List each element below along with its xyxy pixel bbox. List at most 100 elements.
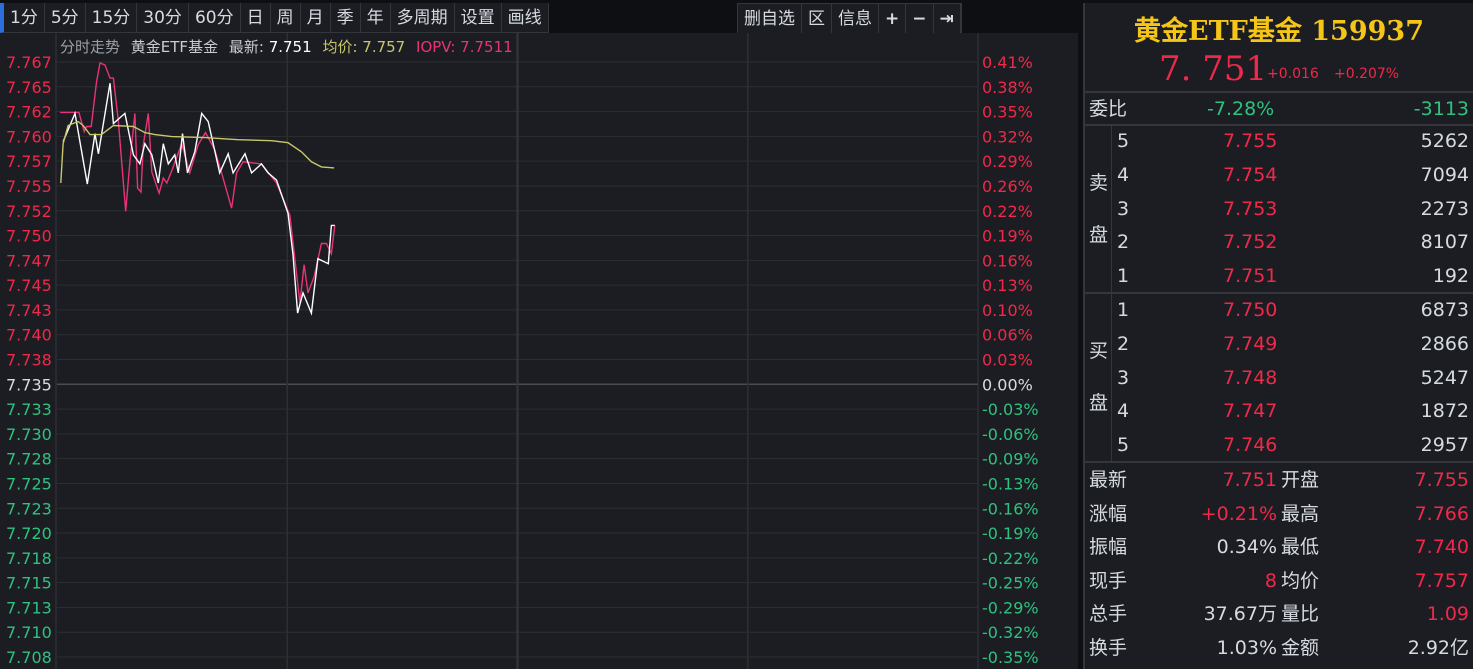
left-tick-label: 7.710 [6,623,52,642]
quote-title: 黄金ETF基金 159937 [1134,16,1424,47]
right-tick-label: 0.26% [982,177,1033,196]
period-tab[interactable]: 1分 [0,3,45,33]
right-tick-label: 0.22% [982,202,1033,221]
left-tick-label: 7.715 [6,574,52,593]
left-tick-label: 7.718 [6,549,52,568]
intraday-chart[interactable]: 7.767 0.41% 7.765 0.38% 7.762 0.35% 7.760 0.32%… [0,33,1078,669]
left-tick-label: 7.725 [6,474,52,493]
period-tab[interactable]: 画线 [501,3,549,33]
left-tick-label: 7.740 [6,326,52,345]
stat-value: 7.755 [1414,469,1469,491]
info-button[interactable]: 信息 [832,4,879,34]
iopv-label: IOPV: [416,38,456,56]
period-tab[interactable]: 30分 [137,3,189,33]
sell-label: 卖盘 [1089,172,1109,246]
price: 7.754 [1223,163,1278,186]
bid-row[interactable]: 5 7.746 2957 [1085,428,1473,462]
bid-row[interactable]: 1 7.750 6873 [1085,293,1473,327]
volume: 8107 [1420,231,1469,254]
right-tick-label: 0.16% [982,251,1033,270]
ask-row[interactable]: 1 7.751 192 [1085,259,1473,293]
right-tick-label: -0.06% [982,425,1039,444]
ask-row[interactable]: 4 7.754 7094 [1085,158,1473,192]
bid-row[interactable]: 2 7.749 2866 [1085,327,1473,361]
period-tab[interactable]: 5分 [44,3,86,33]
stat-value: 1.09 [1426,603,1469,626]
left-tick-label: 7.757 [6,152,52,171]
right-tick-label: 0.38% [982,78,1033,97]
avg-label: 均价: [322,38,358,56]
stat-value: 2.92亿 [1407,637,1469,659]
bid-row[interactable]: 3 7.748 5247 [1085,361,1473,395]
left-tick-label: 7.708 [6,648,52,667]
period-tab[interactable]: 年 [360,3,391,33]
level: 4 [1117,400,1130,423]
level: 5 [1117,434,1130,457]
stat-row: 总手 37.67万 量比 1.09 [1085,597,1473,631]
stat-value: 7.751 [1222,469,1277,491]
price-change-pct: +0.207% [1334,66,1400,82]
period-tab[interactable]: 周 [270,3,301,33]
security-name: 黄金ETF基金 [130,38,219,56]
zoom-out-button[interactable]: − [906,4,934,34]
right-tick-label: -0.13% [982,474,1039,493]
period-tab[interactable]: 多周期 [390,3,455,33]
left-tick-label: 7.735 [6,375,52,394]
right-tick-label: -0.29% [982,598,1039,617]
period-tab[interactable]: 60分 [188,3,241,33]
range-button[interactable]: 区 [802,4,832,34]
stat-label: 涨幅 [1089,502,1128,525]
quote-panel: 黄金ETF基金 159937 7. 751 +0.016 +0.207% 委比 … [1083,3,1473,669]
ask-row[interactable]: 2 7.752 8107 [1085,225,1473,259]
price: 7.749 [1223,332,1278,355]
price: 7.752 [1223,231,1278,254]
left-tick-label: 7.752 [6,202,52,221]
level: 5 [1117,130,1130,152]
stat-label: 总手 [1089,603,1128,626]
stat-row: 现手 8 均价 7.757 [1085,564,1473,598]
zoom-in-button[interactable]: + [879,4,907,34]
series-line-均价 [60,120,335,184]
stat-value: 0.34% [1216,536,1277,559]
period-tab[interactable]: 15分 [85,3,138,33]
stat-value: 7.757 [1414,569,1469,592]
period-tab[interactable]: 日 [240,3,271,33]
right-tick-label: 0.00% [982,375,1033,394]
ask-row[interactable]: 5 7.755 5262 [1085,124,1473,158]
left-tick-label: 7.760 [6,127,52,146]
right-tick-label: 0.41% [982,53,1033,72]
stat-value: 37.67万 [1203,603,1277,626]
right-tick-label: 0.35% [982,103,1033,122]
volume: 6873 [1420,299,1469,321]
period-tab[interactable]: 设置 [454,3,502,33]
volume: 192 [1432,265,1469,288]
price: 7.747 [1223,400,1278,423]
left-tick-label: 7.730 [6,425,52,444]
iopv-value: 7.7511 [460,38,513,56]
volume: 1872 [1420,400,1469,423]
ratio-diff: -3113 [1413,98,1469,120]
left-tick-label: 7.750 [6,227,52,246]
bid-row[interactable]: 4 7.747 1872 [1085,394,1473,428]
volume: 5247 [1420,366,1469,389]
ask-row[interactable]: 3 7.753 2273 [1085,192,1473,226]
left-tick-label: 7.747 [6,251,52,270]
ratio-label: 委比 [1089,98,1128,120]
jump-end-button[interactable]: ⇥ [933,4,961,34]
price: 7.750 [1223,299,1278,321]
price: 7.755 [1223,130,1278,152]
level: 4 [1117,163,1130,186]
right-tick-label: -0.25% [982,574,1039,593]
latest-label: 最新: [228,38,264,56]
right-tick-label: -0.09% [982,450,1039,469]
remove-watchlist-button[interactable]: 删自选 [738,4,802,34]
price-change: +0.016 [1267,66,1319,82]
chart-canvas: 7.767 0.41% 7.765 0.38% 7.762 0.35% 7.760 0.32%… [6,33,1039,669]
period-tab[interactable]: 季 [330,3,361,33]
stat-value: +0.21% [1200,502,1277,525]
period-tab[interactable]: 月 [300,3,331,33]
last-price: 7. 751 [1159,49,1268,89]
price: 7.753 [1223,197,1278,220]
avg-value: 7.757 [362,38,406,56]
right-tick-label: 0.13% [982,276,1033,295]
